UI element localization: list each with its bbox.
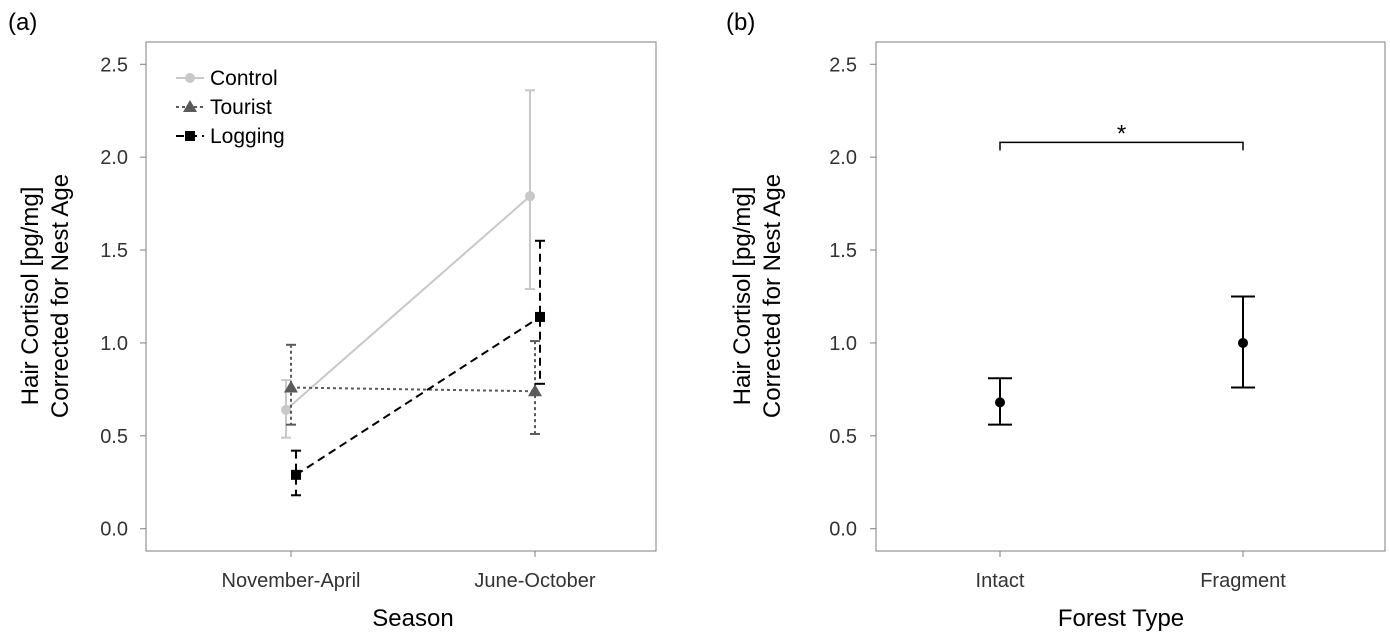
tourist-legend-marker bbox=[183, 100, 197, 112]
logging-point bbox=[291, 469, 301, 480]
panel-b-plot-area bbox=[875, 41, 1386, 552]
panel-b-y-tick-label: 2.0 bbox=[829, 147, 857, 169]
panel-a-xlabel: Season bbox=[372, 605, 453, 632]
control-point bbox=[281, 404, 291, 415]
panel-b-y-ticks: 0.0 0.5 1.0 1.5 2.0 2.5 bbox=[829, 54, 876, 541]
panel-a-y-tick-label: 0.5 bbox=[100, 426, 128, 448]
panel-b-x-ticks: Intact Fragment bbox=[976, 551, 1286, 592]
panel-b-xlabel: Forest Type bbox=[1058, 605, 1184, 632]
logging-point bbox=[535, 311, 545, 322]
significance-bracket bbox=[999, 141, 1244, 151]
panel-a-y-ticks: 0.0 0.5 1.0 1.5 2.0 2.5 bbox=[100, 54, 146, 541]
tourist-point bbox=[528, 384, 542, 397]
panel-b-y-tick-label: 0.0 bbox=[829, 519, 857, 541]
panel-a-series bbox=[281, 89, 545, 497]
panel-b-x-tick-label: Intact bbox=[976, 570, 1025, 592]
logging-legend-marker bbox=[185, 131, 195, 141]
panel-b-x-tick-label: Fragment bbox=[1200, 570, 1286, 592]
fragment-point bbox=[1238, 337, 1248, 348]
panel-a-label: (a) bbox=[8, 9, 37, 36]
panel-a-x-ticks: November-April June-October bbox=[222, 551, 596, 592]
panel-a-y-tick-label: 1.0 bbox=[100, 333, 128, 355]
intact-point bbox=[995, 397, 1005, 408]
panel-a-ylabel-line1: Hair Cortisol [pg/mg] bbox=[17, 187, 44, 406]
panel-a-legend: Control Tourist Logging bbox=[176, 67, 285, 148]
panel-a-x-tick-label: June-October bbox=[474, 570, 596, 592]
panel-a-ylabel-line2: Corrected for Nest Age bbox=[47, 174, 74, 418]
logging-legend-label: Logging bbox=[210, 125, 285, 148]
panel-b-y-tick-label: 1.0 bbox=[829, 333, 857, 355]
panel-b-y-tick-label: 1.5 bbox=[829, 240, 857, 262]
logging-series-line bbox=[295, 316, 541, 476]
control-series-line bbox=[285, 195, 531, 411]
panel-b-y-tick-label: 2.5 bbox=[829, 54, 857, 76]
panel-a-plot-area bbox=[145, 41, 657, 552]
tourist-point bbox=[284, 380, 298, 393]
panel-a-y-tick-label: 2.0 bbox=[100, 147, 128, 169]
panel-a-y-tick-label: 1.5 bbox=[100, 240, 128, 262]
control-legend-label: Control bbox=[210, 67, 278, 90]
significance-label: * bbox=[1117, 120, 1126, 147]
panel-b-points bbox=[988, 295, 1255, 426]
control-point bbox=[525, 191, 535, 202]
panel-a-y-tick-label: 2.5 bbox=[100, 54, 128, 76]
panel-a-y-tick-label: 0.0 bbox=[100, 519, 128, 541]
tourist-series-line bbox=[290, 386, 536, 393]
panel-a: (a) Hair Cortisol [pg/mg] Corrected for … bbox=[8, 9, 657, 632]
panel-b-ylabel-line1: Hair Cortisol [pg/mg] bbox=[729, 187, 756, 406]
panel-b-y-tick-label: 0.5 bbox=[829, 426, 857, 448]
panel-b: (b) Hair Cortisol [pg/mg] Corrected for … bbox=[726, 9, 1386, 632]
panel-b-significance: * bbox=[999, 120, 1244, 151]
control-legend-marker bbox=[185, 73, 195, 83]
panel-b-label: (b) bbox=[726, 9, 755, 36]
panel-a-x-tick-label: November-April bbox=[222, 570, 361, 592]
panel-b-ylabel-line2: Corrected for Nest Age bbox=[759, 174, 786, 418]
tourist-legend-label: Tourist bbox=[210, 96, 272, 119]
